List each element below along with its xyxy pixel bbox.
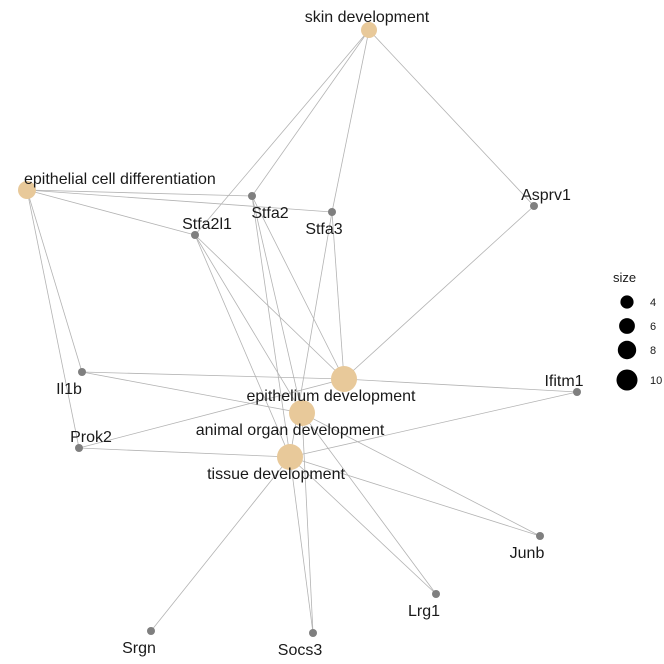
legend-dot-6 <box>619 318 635 334</box>
edge-organ-Stfa2l1 <box>194 234 303 414</box>
edge-tissue-Srgn <box>150 456 291 632</box>
edge-epidev-Ifitm1 <box>343 378 578 393</box>
category-node-skin <box>361 22 377 38</box>
gene-node-asprv1 <box>530 202 538 210</box>
edge-tissue-Stfa2l1 <box>194 234 291 458</box>
legend-label-4: 4 <box>650 297 656 309</box>
legend-label-6: 6 <box>650 321 656 333</box>
edge-organ-Il1b <box>81 371 303 414</box>
category-node-organ <box>289 400 315 426</box>
gene-node-socs3 <box>309 629 317 637</box>
edge-tissue-Lrg1 <box>289 456 437 595</box>
gene-node-il1b <box>78 368 86 376</box>
legend-label-10: 10 <box>650 375 662 387</box>
gene-node-ifitm1 <box>573 388 581 396</box>
edge-epidev-Stfa3 <box>331 211 345 380</box>
node-label-skin: skin development <box>305 9 430 26</box>
legend-title: size <box>613 270 636 285</box>
gene-node-stfa2l1 <box>191 231 199 239</box>
edge-epicell-Stfa3 <box>26 189 333 213</box>
node-label-stfa2: Stfa2 <box>251 205 288 222</box>
edge-epidev-Stfa2 <box>251 195 345 380</box>
gene-node-prok2 <box>75 444 83 452</box>
node-label-srgn: Srgn <box>122 640 156 657</box>
node-label-epidev: epithelium development <box>247 388 417 405</box>
gene-node-srgn <box>147 627 155 635</box>
edge-epidev-Stfa2l1 <box>194 234 345 380</box>
gene-node-stfa2 <box>248 192 256 200</box>
edge-skin-Stfa3 <box>331 29 370 213</box>
category-node-tissue <box>277 444 303 470</box>
category-node-epidev <box>331 366 357 392</box>
node-label-asprv1: Asprv1 <box>521 187 571 204</box>
legend-label-8: 8 <box>650 345 656 357</box>
node-label-socs3: Socs3 <box>278 642 323 659</box>
node-label-stfa3: Stfa3 <box>305 221 342 238</box>
edge-tissue-Ifitm1 <box>289 391 578 458</box>
node-label-tissue: tissue development <box>207 466 345 483</box>
edge-epidev-Prok2 <box>78 378 345 449</box>
edges-layer <box>26 29 578 634</box>
legend-dot-10 <box>616 369 638 391</box>
size-legend: size 4 6 8 10 <box>613 270 662 391</box>
legend-dot-8 <box>617 340 637 360</box>
edge-epidev-Il1b <box>81 371 345 380</box>
edge-organ-Lrg1 <box>301 412 437 595</box>
category-node-epicell <box>18 181 36 199</box>
node-label-ifitm1: Ifitm1 <box>544 373 583 390</box>
edge-epicell-Prok2 <box>26 189 80 449</box>
labels-layer: skin development epithelial cell differen… <box>24 9 584 659</box>
edge-epicell-Stfa2l1 <box>26 189 196 236</box>
node-label-stfa2l1: Stfa2l1 <box>182 216 232 233</box>
edge-organ-Socs3 <box>301 412 314 634</box>
gene-node-junb <box>536 532 544 540</box>
node-label-prok2: Prok2 <box>70 429 112 446</box>
edge-epicell-Il1b <box>26 189 83 373</box>
node-label-epicell: epithelial cell differentiation <box>24 171 216 188</box>
edge-epicell-Stfa2 <box>26 189 253 197</box>
edge-skin-Asprv1 <box>368 29 535 207</box>
edge-tissue-Socs3 <box>289 456 314 634</box>
edge-skin-Stfa2 <box>251 29 370 197</box>
node-label-junb: Junb <box>510 545 545 562</box>
legend-dot-4 <box>620 295 634 309</box>
node-label-lrg1: Lrg1 <box>408 603 440 620</box>
edge-tissue-Junb <box>289 456 541 537</box>
edge-skin-Stfa2l1 <box>194 29 370 236</box>
edge-tissue-Stfa2 <box>251 195 291 458</box>
gene-node-lrg1 <box>432 590 440 598</box>
node-label-il1b: Il1b <box>56 381 82 398</box>
edge-tissue-Prok2 <box>78 447 291 458</box>
node-label-organ: animal organ development <box>196 422 385 439</box>
edge-organ-Stfa2 <box>251 195 303 414</box>
edge-organ-Junb <box>301 412 541 537</box>
gene-node-stfa3 <box>328 208 336 216</box>
nodes-layer <box>18 22 581 637</box>
edge-epidev-Asprv1 <box>343 205 535 380</box>
